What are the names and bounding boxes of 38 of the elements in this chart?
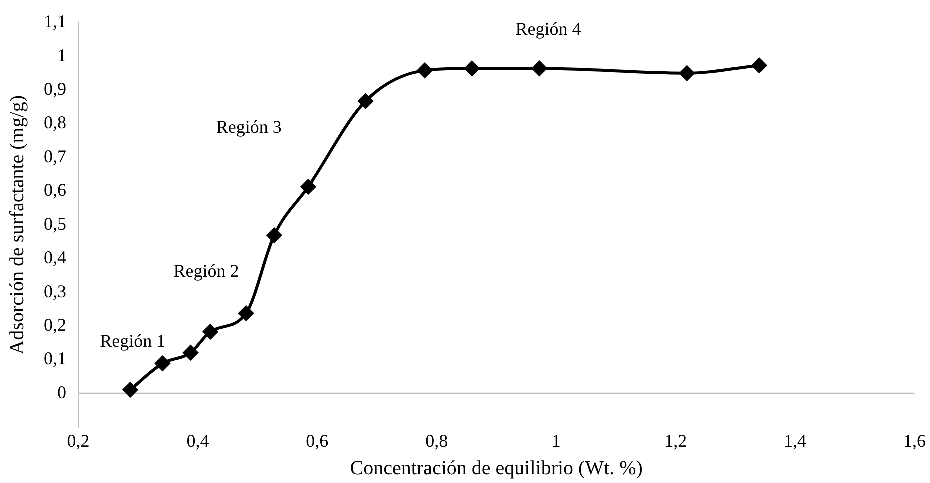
annotation: Región 1 xyxy=(100,331,166,352)
y-axis-title: Adsorción de surfactante (mg/g) xyxy=(6,95,28,355)
x-tick-label: 1,6 xyxy=(904,430,926,451)
point xyxy=(417,63,432,78)
y-tick-label: 0,9 xyxy=(44,78,66,99)
annotation: Región 3 xyxy=(216,117,282,138)
point xyxy=(203,324,218,340)
point xyxy=(752,58,767,74)
annotation: Región 4 xyxy=(516,19,582,40)
y-tick-label: 0,8 xyxy=(44,112,66,133)
y-tick-label: 0,6 xyxy=(44,180,66,200)
y-tick-label: 1,1 xyxy=(44,12,66,32)
point xyxy=(155,356,170,372)
point xyxy=(532,61,548,76)
point xyxy=(238,306,254,321)
y-tick-label: 0,4 xyxy=(44,248,66,268)
point xyxy=(183,345,198,360)
point xyxy=(680,66,695,81)
x-tick-label: 1 xyxy=(552,430,561,451)
y-tick-label: 0,2 xyxy=(44,314,66,335)
x-tick-label: 0,8 xyxy=(426,430,448,451)
x-tick-label: 0,4 xyxy=(186,430,210,451)
point xyxy=(300,180,316,194)
y-tick-label: 0 xyxy=(58,382,66,402)
x-tick-label: 0,6 xyxy=(306,430,329,451)
y-tick-label: 1 xyxy=(58,45,66,66)
y-tick-label: 0,5 xyxy=(44,214,66,234)
x-axis-title: Concentración de equilibrio (Wt. %) xyxy=(350,457,643,480)
annotation: Región 2 xyxy=(174,260,240,281)
y-tick-label: 0,7 xyxy=(44,146,66,166)
point xyxy=(122,382,138,398)
x-tick-label: 1,2 xyxy=(664,430,688,451)
point xyxy=(266,228,282,244)
point xyxy=(464,61,480,76)
point xyxy=(358,94,374,109)
x-tick-label: 1,4 xyxy=(784,430,807,451)
y-tick-label: 0,3 xyxy=(44,281,66,302)
y-tick-label: 0,1 xyxy=(44,348,66,369)
